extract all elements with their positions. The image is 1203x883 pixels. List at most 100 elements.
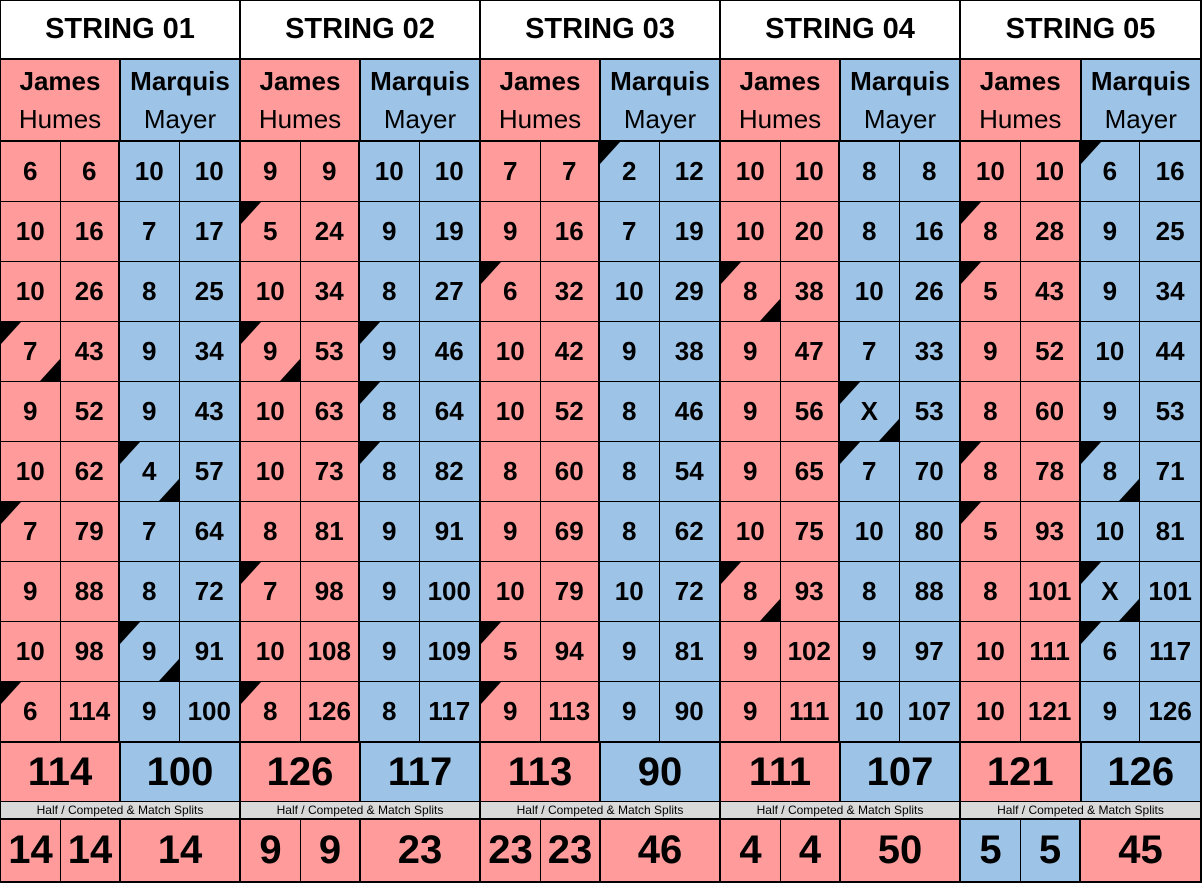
frame-score-cell[interactable]: 9 bbox=[721, 682, 781, 742]
frame-score-cell[interactable]: 8 bbox=[600, 502, 660, 562]
frame-score-cell[interactable]: 10 bbox=[721, 202, 781, 262]
frame-score-cell[interactable]: 6 bbox=[1080, 622, 1141, 682]
cumulative-score-cell[interactable]: 38 bbox=[780, 262, 841, 322]
frame-score-cell[interactable]: 10 bbox=[840, 502, 900, 562]
frame-score-cell[interactable]: 8 bbox=[721, 562, 781, 622]
cumulative-score-cell[interactable]: 72 bbox=[659, 562, 719, 622]
frame-score-cell[interactable]: 10 bbox=[1, 202, 61, 262]
cumulative-score-cell[interactable]: 46 bbox=[419, 322, 479, 382]
cumulative-score-cell[interactable]: 63 bbox=[300, 382, 361, 442]
cumulative-score-cell[interactable]: 111 bbox=[780, 682, 841, 742]
frame-score-cell[interactable]: 9 bbox=[600, 622, 660, 682]
frame-score-cell[interactable]: 9 bbox=[721, 442, 781, 502]
frame-score-cell[interactable]: 10 bbox=[360, 142, 420, 202]
cumulative-score-cell[interactable]: 57 bbox=[179, 442, 239, 502]
cumulative-score-cell[interactable]: 109 bbox=[419, 622, 479, 682]
cumulative-score-cell[interactable]: 88 bbox=[899, 562, 959, 622]
frame-score-cell[interactable]: 7 bbox=[241, 562, 301, 622]
frame-score-cell[interactable]: 9 bbox=[360, 562, 420, 622]
frame-score-cell[interactable]: 8 bbox=[961, 442, 1021, 502]
cumulative-score-cell[interactable]: 113 bbox=[540, 682, 601, 742]
cumulative-score-cell[interactable]: 27 bbox=[419, 262, 479, 322]
frame-score-cell[interactable]: 6 bbox=[1, 682, 61, 742]
cumulative-score-cell[interactable]: 64 bbox=[179, 502, 239, 562]
cumulative-score-cell[interactable]: 16 bbox=[540, 202, 601, 262]
cumulative-score-cell[interactable]: 16 bbox=[60, 202, 121, 262]
frame-score-cell[interactable]: 7 bbox=[120, 502, 180, 562]
cumulative-score-cell[interactable]: 100 bbox=[179, 682, 239, 742]
frame-score-cell[interactable]: 9 bbox=[721, 382, 781, 442]
frame-score-cell[interactable]: X bbox=[840, 382, 900, 442]
cumulative-score-cell[interactable]: 29 bbox=[659, 262, 719, 322]
cumulative-score-cell[interactable]: 114 bbox=[60, 682, 121, 742]
cumulative-score-cell[interactable]: 62 bbox=[659, 502, 719, 562]
frame-score-cell[interactable]: 5 bbox=[961, 502, 1021, 562]
cumulative-score-cell[interactable]: 26 bbox=[60, 262, 121, 322]
frame-score-cell[interactable]: 9 bbox=[360, 322, 420, 382]
cumulative-score-cell[interactable]: 75 bbox=[780, 502, 841, 562]
frame-score-cell[interactable]: 7 bbox=[840, 442, 900, 502]
cumulative-score-cell[interactable]: 117 bbox=[1140, 622, 1200, 682]
frame-score-cell[interactable]: 9 bbox=[721, 322, 781, 382]
cumulative-score-cell[interactable]: 9 bbox=[300, 142, 361, 202]
cumulative-score-cell[interactable]: 10 bbox=[179, 142, 239, 202]
frame-score-cell[interactable]: 10 bbox=[961, 682, 1021, 742]
cumulative-score-cell[interactable]: 53 bbox=[1140, 382, 1200, 442]
cumulative-score-cell[interactable]: 93 bbox=[780, 562, 841, 622]
cumulative-score-cell[interactable]: 34 bbox=[179, 322, 239, 382]
cumulative-score-cell[interactable]: 26 bbox=[899, 262, 959, 322]
frame-score-cell[interactable]: 5 bbox=[961, 262, 1021, 322]
cumulative-score-cell[interactable]: 88 bbox=[60, 562, 121, 622]
cumulative-score-cell[interactable]: 126 bbox=[1140, 682, 1200, 742]
cumulative-score-cell[interactable]: 32 bbox=[540, 262, 601, 322]
cumulative-score-cell[interactable]: 71 bbox=[1140, 442, 1200, 502]
cumulative-score-cell[interactable]: 25 bbox=[1140, 202, 1200, 262]
frame-score-cell[interactable]: 8 bbox=[961, 382, 1021, 442]
cumulative-score-cell[interactable]: 24 bbox=[300, 202, 361, 262]
frame-score-cell[interactable]: 9 bbox=[360, 202, 420, 262]
frame-score-cell[interactable]: 9 bbox=[481, 682, 541, 742]
cumulative-score-cell[interactable]: 117 bbox=[419, 682, 479, 742]
cumulative-score-cell[interactable]: 43 bbox=[1020, 262, 1081, 322]
cumulative-score-cell[interactable]: 42 bbox=[540, 322, 601, 382]
frame-score-cell[interactable]: 8 bbox=[840, 202, 900, 262]
cumulative-score-cell[interactable]: 94 bbox=[540, 622, 601, 682]
cumulative-score-cell[interactable]: 12 bbox=[659, 142, 719, 202]
frame-score-cell[interactable]: 8 bbox=[360, 262, 420, 322]
frame-score-cell[interactable]: 9 bbox=[360, 622, 420, 682]
cumulative-score-cell[interactable]: 65 bbox=[780, 442, 841, 502]
cumulative-score-cell[interactable]: 20 bbox=[780, 202, 841, 262]
cumulative-score-cell[interactable]: 107 bbox=[899, 682, 959, 742]
cumulative-score-cell[interactable]: 108 bbox=[300, 622, 361, 682]
frame-score-cell[interactable]: 6 bbox=[1080, 142, 1141, 202]
frame-score-cell[interactable]: 2 bbox=[600, 142, 660, 202]
frame-score-cell[interactable]: 9 bbox=[600, 322, 660, 382]
frame-score-cell[interactable]: 7 bbox=[840, 322, 900, 382]
cumulative-score-cell[interactable]: 34 bbox=[300, 262, 361, 322]
cumulative-score-cell[interactable]: 79 bbox=[540, 562, 601, 622]
frame-score-cell[interactable]: 9 bbox=[120, 682, 180, 742]
cumulative-score-cell[interactable]: 101 bbox=[1140, 562, 1200, 622]
cumulative-score-cell[interactable]: 28 bbox=[1020, 202, 1081, 262]
cumulative-score-cell[interactable]: 53 bbox=[899, 382, 959, 442]
frame-score-cell[interactable]: 10 bbox=[481, 382, 541, 442]
frame-score-cell[interactable]: 9 bbox=[600, 682, 660, 742]
cumulative-score-cell[interactable]: 60 bbox=[1020, 382, 1081, 442]
frame-score-cell[interactable]: 9 bbox=[481, 502, 541, 562]
frame-score-cell[interactable]: 10 bbox=[1, 442, 61, 502]
frame-score-cell[interactable]: 7 bbox=[481, 142, 541, 202]
frame-score-cell[interactable]: 8 bbox=[241, 682, 301, 742]
frame-score-cell[interactable]: 8 bbox=[600, 442, 660, 502]
frame-score-cell[interactable]: 10 bbox=[600, 262, 660, 322]
frame-score-cell[interactable]: 10 bbox=[241, 382, 301, 442]
cumulative-score-cell[interactable]: 19 bbox=[419, 202, 479, 262]
frame-score-cell[interactable]: 9 bbox=[1080, 382, 1141, 442]
frame-score-cell[interactable]: 6 bbox=[1, 142, 61, 202]
frame-score-cell[interactable]: 10 bbox=[1, 262, 61, 322]
cumulative-score-cell[interactable]: 46 bbox=[659, 382, 719, 442]
cumulative-score-cell[interactable]: 69 bbox=[540, 502, 601, 562]
frame-score-cell[interactable]: 8 bbox=[721, 262, 781, 322]
frame-score-cell[interactable]: 8 bbox=[241, 502, 301, 562]
cumulative-score-cell[interactable]: 93 bbox=[1020, 502, 1081, 562]
frame-score-cell[interactable]: 10 bbox=[840, 682, 900, 742]
